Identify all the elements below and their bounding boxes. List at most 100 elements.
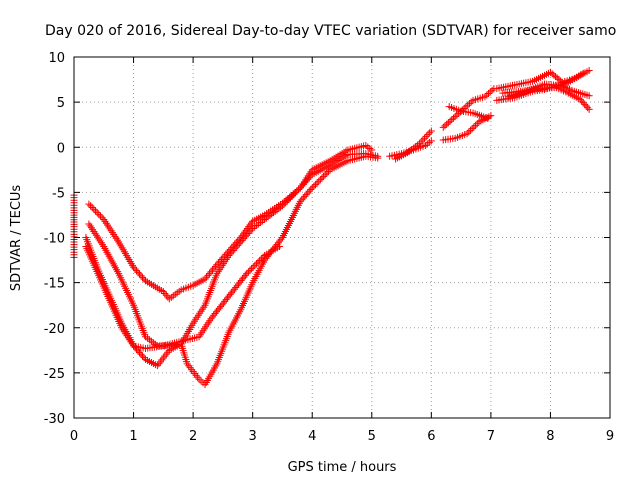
data-point (225, 252, 233, 260)
y-tick-label: 10 (48, 51, 65, 66)
data-point (296, 197, 304, 205)
data-point-fill (155, 360, 163, 368)
x-tick-label: 1 (129, 429, 137, 444)
x-tick-label: 0 (70, 429, 78, 444)
data-point-fill (557, 77, 565, 85)
data-point-fill (207, 268, 215, 276)
data-point-fill (191, 369, 199, 377)
data-series (85, 141, 376, 303)
data-point-fill (466, 126, 474, 134)
data-point-fill (246, 266, 254, 274)
data-point-fill (161, 289, 169, 297)
data-point-fill (465, 100, 473, 108)
data-point-fill (275, 205, 283, 213)
x-tick-label: 8 (546, 429, 554, 444)
data-series (505, 80, 593, 101)
data-point (85, 200, 93, 208)
data-point-fill (247, 219, 255, 227)
data-point-fill (299, 180, 307, 188)
data-point-fill (467, 98, 475, 106)
data-series (445, 103, 492, 122)
data-point-fill (98, 214, 106, 222)
data-point-fill (302, 191, 310, 199)
data-point-fill (208, 266, 216, 274)
data-point-fill (419, 136, 427, 144)
data-point-fill (277, 235, 285, 243)
data-point-fill (238, 236, 246, 244)
data-point-fill (548, 70, 556, 78)
data-point-fill (205, 270, 213, 278)
data-series (85, 150, 382, 350)
data-point (451, 113, 459, 121)
data-point-fill (448, 116, 456, 124)
data-point-fill (235, 240, 243, 248)
data-point-fill (468, 125, 476, 133)
data-point-fill (298, 182, 306, 190)
data-point-fill (271, 207, 279, 215)
data-point-fill (283, 197, 291, 205)
data-point-fill (449, 114, 457, 122)
data-point-fill (234, 241, 242, 249)
data-point (159, 288, 167, 296)
data-point-fill (299, 194, 307, 202)
x-tick-label: 9 (606, 429, 614, 444)
data-point-fill (578, 97, 586, 105)
data-point (484, 114, 492, 122)
y-axis-label: SDTVAR / TECUs (9, 185, 24, 292)
y-tick-label: -5 (52, 186, 65, 201)
data-point-fill (313, 179, 321, 187)
data-point-fill (189, 368, 197, 376)
data-point-fill (248, 265, 256, 273)
data-point-fill (288, 192, 296, 200)
data-point-fill (232, 243, 240, 251)
data-point-fill (241, 271, 249, 279)
data-point (275, 243, 283, 251)
data-point-fill (162, 291, 170, 299)
data-point (585, 105, 593, 113)
data-point-fill (290, 190, 298, 198)
data-point-fill (465, 128, 473, 136)
data-point-fill (246, 221, 254, 229)
data-point (308, 184, 316, 192)
data-point-fill (323, 169, 331, 177)
data-point (585, 67, 593, 75)
data-point-fill (422, 132, 430, 140)
data-point-fill (298, 196, 306, 204)
data-point-fill (552, 73, 560, 81)
data-point-fill (96, 212, 104, 220)
data-point-fill (417, 138, 425, 146)
data-point-fill (273, 206, 281, 214)
data-point-fill (194, 373, 202, 381)
data-point-fill (162, 350, 170, 358)
data-point-fill (243, 231, 251, 239)
data-point-fill (472, 121, 480, 129)
data-point-fill (581, 100, 589, 108)
data-point-fill (266, 211, 274, 219)
data-point-fill (240, 235, 248, 243)
data-point-fill (483, 91, 491, 99)
data-point-fill (251, 261, 259, 269)
data-point-fill (277, 203, 285, 211)
data-point-fill (136, 349, 144, 357)
data-point-fill (443, 120, 451, 128)
data-point-fill (137, 350, 145, 358)
data-point-fill (254, 258, 262, 266)
data-point-fill (311, 181, 319, 189)
data-point (481, 93, 489, 101)
data-point-fill (315, 177, 323, 185)
data-point-fill (321, 171, 329, 179)
data-series (392, 127, 435, 163)
data-point-fill (444, 119, 452, 127)
data-point (278, 202, 286, 210)
data-point-fill (137, 272, 145, 280)
data-point-fill (252, 260, 260, 268)
y-tick-label: -20 (44, 322, 65, 337)
data-point-fill (488, 86, 496, 94)
data-point-fill (264, 213, 272, 221)
data-point (439, 123, 447, 131)
data-point-fill (307, 186, 315, 194)
data-point-fill (446, 117, 454, 125)
data-point (368, 146, 376, 154)
data-point-fill (87, 202, 95, 210)
data-point-fill (241, 233, 249, 241)
